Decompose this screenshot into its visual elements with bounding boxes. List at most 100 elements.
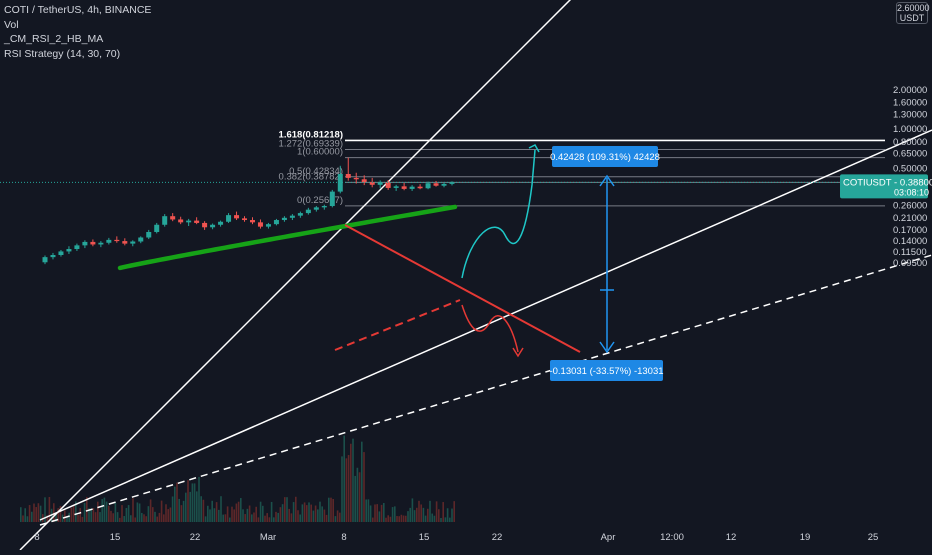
volume-bar — [105, 501, 108, 522]
time-tick-label: 8 — [341, 532, 346, 543]
volume-bar — [114, 502, 117, 522]
volume-bar — [244, 514, 246, 522]
candle-body[interactable] — [361, 179, 367, 183]
candle-body[interactable] — [441, 183, 447, 186]
candle-body[interactable] — [122, 241, 128, 244]
volume-bar — [20, 507, 22, 522]
candle-body[interactable] — [106, 239, 112, 243]
candle-body[interactable] — [345, 173, 351, 178]
volume-bar — [119, 517, 121, 522]
candle-body[interactable] — [50, 255, 56, 258]
candle-body[interactable] — [178, 219, 184, 223]
projection-up-badge[interactable] — [552, 146, 658, 167]
candle-body[interactable] — [305, 209, 311, 214]
volume-bar — [312, 510, 315, 522]
price-tick-label: 0.26000 — [893, 201, 927, 212]
volume-bar — [116, 512, 119, 522]
candle-body[interactable] — [249, 220, 255, 223]
candle-body[interactable] — [313, 207, 319, 210]
volume-bar — [44, 497, 46, 522]
volume-bar — [310, 504, 312, 522]
volume-bar — [46, 515, 48, 522]
candle-body[interactable] — [393, 186, 399, 188]
projection-annotations: 0.42428 (109.31%) 42428 -0.13031 (-33.57%… — [334, 144, 664, 381]
candle-body[interactable] — [242, 218, 248, 221]
candle-body[interactable] — [170, 216, 176, 220]
descending-resistance-line[interactable] — [344, 224, 581, 353]
candle-body[interactable] — [210, 224, 216, 228]
candle-body[interactable] — [90, 241, 96, 245]
fib-level-label: 1.618(0.81218) — [279, 129, 343, 140]
candle-body[interactable] — [162, 216, 168, 225]
volume-bar — [264, 515, 266, 522]
volume-bar — [94, 512, 97, 522]
projection-down-badge[interactable] — [550, 360, 663, 381]
candle-body[interactable] — [289, 215, 295, 218]
candle-body[interactable] — [401, 186, 407, 189]
candle-body[interactable] — [218, 221, 224, 225]
candle-body[interactable] — [234, 215, 240, 219]
candle-body[interactable] — [265, 224, 271, 227]
candle-body[interactable] — [385, 182, 391, 188]
currency-unit-badge[interactable]: 2.60000 USDT — [896, 2, 930, 24]
volume-bar — [286, 497, 288, 522]
candle-body[interactable] — [146, 231, 152, 238]
volume-bar — [138, 503, 141, 522]
candle-body[interactable] — [409, 186, 415, 189]
volume-bar — [200, 496, 202, 522]
volume-bar — [37, 503, 40, 522]
candle-body[interactable] — [138, 237, 144, 242]
candle-body[interactable] — [321, 206, 327, 208]
candle-body[interactable] — [353, 177, 359, 180]
candle-body[interactable] — [337, 173, 343, 192]
upper-wedge-trendline[interactable] — [19, 0, 600, 551]
volume-bar — [178, 498, 180, 522]
candle-body[interactable] — [98, 242, 104, 245]
ascending-support-dashed-line[interactable] — [334, 299, 461, 351]
candle-body[interactable] — [377, 182, 383, 185]
volume-bar — [163, 514, 165, 522]
candle-body[interactable] — [154, 224, 160, 232]
volume-bar — [22, 515, 24, 522]
candle-body[interactable] — [273, 220, 279, 225]
candle-body[interactable] — [369, 182, 375, 185]
candle-body[interactable] — [417, 186, 423, 189]
volume-bar — [251, 514, 253, 522]
volume-indicator-label[interactable]: Vol — [4, 18, 19, 31]
candle-body[interactable] — [130, 241, 136, 244]
candle-body[interactable] — [433, 183, 439, 186]
candle-body[interactable] — [297, 213, 303, 216]
candle-body[interactable] — [449, 182, 455, 184]
candle-body[interactable] — [66, 249, 72, 252]
candle-body[interactable] — [425, 183, 431, 189]
candle-body[interactable] — [114, 239, 120, 242]
candle-body[interactable] — [186, 220, 192, 223]
last-price-tag[interactable] — [840, 174, 928, 199]
volume-bar — [367, 499, 370, 522]
candle-body[interactable] — [82, 241, 88, 246]
candle-body[interactable] — [42, 257, 48, 263]
middle-support-trendline[interactable] — [39, 129, 932, 521]
candle-body[interactable] — [226, 215, 232, 222]
rsi-ma-indicator-label[interactable]: _CM_RSI_2_HB_MA — [4, 33, 104, 45]
bullish-projection-curve[interactable] — [461, 149, 536, 279]
candle-body[interactable] — [202, 222, 208, 228]
moving-average-line[interactable] — [117, 204, 458, 271]
volume-bar — [160, 500, 163, 522]
volume-bar — [28, 505, 31, 522]
bearish-projection-curve[interactable] — [461, 304, 519, 353]
candle-body[interactable] — [329, 191, 335, 207]
candle-body[interactable] — [194, 220, 200, 223]
candle-body[interactable] — [281, 217, 287, 221]
volume-bar — [345, 458, 348, 522]
candle-body[interactable] — [257, 222, 263, 227]
volume-bar — [433, 515, 436, 522]
symbol-title[interactable]: COTI / TetherUS, 4h, BINANCE — [4, 4, 152, 16]
candle-body[interactable] — [58, 251, 64, 256]
volume-bar — [330, 497, 332, 522]
candle-body[interactable] — [74, 245, 80, 250]
volume-bar — [438, 509, 440, 522]
rsi-strategy-label[interactable]: RSI Strategy (14, 30, 70) — [4, 47, 121, 60]
